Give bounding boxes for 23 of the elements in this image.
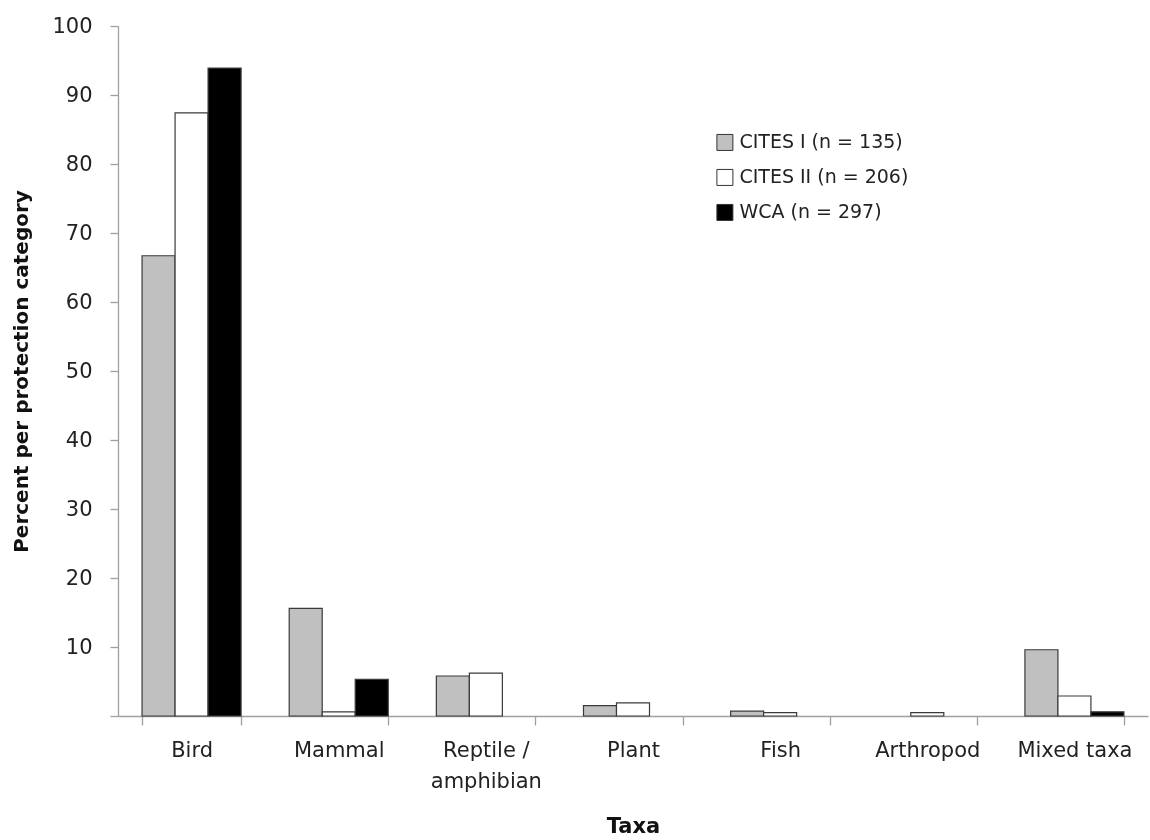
x-tick-label: Fish — [760, 737, 801, 762]
y-tick-label: 40 — [65, 427, 93, 452]
x-tick-label: Reptile / amphibian — [430, 737, 542, 793]
y-tick-label: 70 — [65, 220, 93, 245]
legend-label: CITES I (n = 135) — [739, 130, 903, 153]
y-tick-label: 100 — [52, 13, 93, 38]
legend-label: CITES II (n = 206) — [739, 165, 909, 188]
y-tick-label: 60 — [65, 289, 93, 314]
y-tick-label: 20 — [65, 565, 93, 590]
legend-label: WCA (n = 297) — [739, 200, 882, 223]
y-tick-label: 10 — [65, 634, 93, 659]
y-axis-title: Percent per protection category — [9, 190, 34, 553]
x-tick-label: Mammal — [293, 737, 385, 762]
y-tick-label: 50 — [65, 358, 93, 383]
y-tick-label: 30 — [65, 496, 93, 521]
x-tick-label: Arthropod — [875, 737, 981, 762]
x-tick-label: Mixed taxa — [1017, 737, 1133, 762]
bar — [910, 711, 945, 717]
x-tick-label: Plant — [607, 737, 660, 762]
x-axis-title: Taxa — [606, 813, 661, 838]
y-tick-label: 90 — [65, 82, 93, 107]
x-tick-label: Bird — [171, 737, 213, 762]
y-tick-label: 80 — [65, 151, 93, 176]
